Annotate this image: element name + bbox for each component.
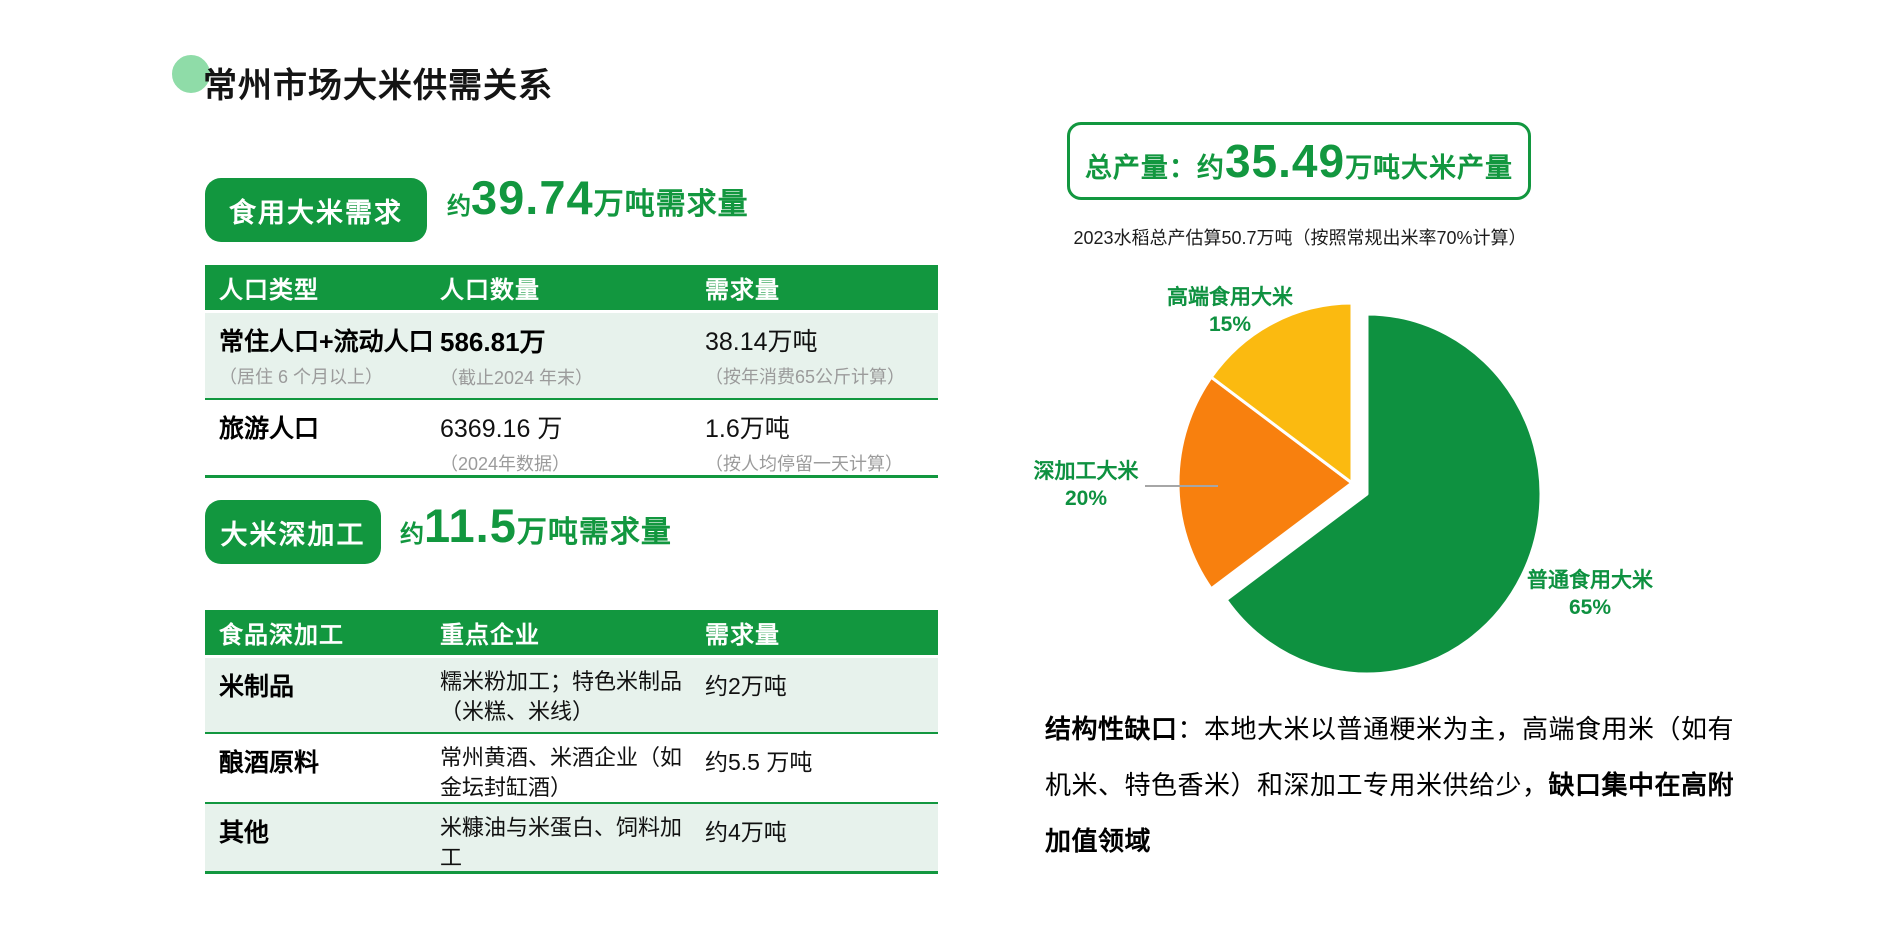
pie-leader-line — [1145, 485, 1218, 487]
enterprises: 米糠油与米蛋白、饲料加工 — [440, 815, 683, 870]
col-header-population-count: 人口数量 — [440, 277, 540, 304]
population-type-note: （居住 6 个月以上） — [219, 367, 384, 387]
col-header-demand: 需求量 — [705, 622, 780, 649]
table-header-row: 食品深加工 重点企业 需求量 — [205, 610, 938, 655]
col-header-category: 食品深加工 — [219, 622, 344, 649]
col-header-enterprises: 重点企业 — [440, 622, 540, 649]
gap-note-body: ：本地大米以普通粳米为主，高端食用米（如有机米、特色香米）和深加工专用米供给少， — [1045, 714, 1735, 800]
population-count: 6369.16 万 — [440, 415, 563, 443]
pie-slice-premium — [1209, 301, 1354, 485]
table-row: 米制品 糯米粉加工；特色米制品（米糕、米线） 约2万吨 — [205, 658, 938, 732]
col-header-demand: 需求量 — [705, 277, 780, 304]
structural-gap-note: 结构性缺口：本地大米以普通粳米为主，高端食用米（如有机米、特色香米）和深加工专用… — [1045, 701, 1735, 869]
deep-processing-table: 食品深加工 重点企业 需求量 米制品 糯米粉加工；特色米制品（米糕、米线） 约2… — [205, 610, 938, 874]
enterprises: 常州黄酒、米酒企业（如金坛封缸酒） — [440, 745, 683, 800]
demand-value: 约4万吨 — [705, 819, 787, 845]
demand-value-note: （按年消费65公斤计算） — [705, 367, 906, 387]
population-type: 常住人口+流动人口 — [219, 328, 434, 356]
pie-label-premium: 高端食用大米 15% — [1167, 286, 1293, 336]
approx-prefix: 约 — [400, 521, 424, 548]
pie-slice-processing — [1176, 375, 1354, 591]
population-count-note: （截止2024 年末） — [440, 368, 594, 388]
population-count: 586.81万 — [440, 327, 546, 357]
population-type: 旅游人口 — [219, 415, 320, 443]
enterprises: 糯米粉加工；特色米制品（米糕、米线） — [440, 669, 683, 724]
pie-slice-ordinary — [1224, 312, 1543, 676]
demand-amount-value: 39.74 — [471, 171, 594, 224]
category: 米制品 — [219, 673, 295, 701]
category: 酿酒原料 — [219, 749, 320, 777]
approx-prefix: 约 — [447, 193, 471, 220]
rice-structure-pie-chart: 高端食用大米 15% 深加工大米 20% 普通食用大米 65% — [1034, 280, 1680, 692]
total-output-box: 总产量：约 35.49 万吨大米产量 — [1067, 122, 1531, 200]
table-header-row: 人口类型 人口数量 需求量 — [205, 265, 938, 310]
deep-processing-amount: 约 11.5 万吨需求量 — [400, 498, 672, 553]
pie-label-ordinary: 普通食用大米 65% — [1527, 569, 1653, 619]
processing-amount-value: 11.5 — [424, 499, 517, 552]
edible-rice-demand-badge: 食用大米需求 — [205, 178, 427, 242]
demand-value: 约2万吨 — [705, 673, 787, 699]
population-count-note: （2024年数据） — [440, 454, 571, 474]
demand-value: 38.14万吨 — [705, 328, 818, 356]
demand-value: 约5.5 万吨 — [705, 749, 813, 775]
demand-amount-unit: 万吨需求量 — [593, 188, 749, 221]
gap-note-tail: 缺口集中在高附加值领域 — [1045, 770, 1735, 856]
total-output-suffix: 万吨大米产量 — [1345, 153, 1514, 183]
demand-value: 1.6万吨 — [705, 415, 790, 443]
total-output-prefix: 总产量：约 — [1084, 153, 1225, 183]
category: 其他 — [219, 819, 270, 847]
total-output-value: 35.49 — [1224, 135, 1346, 187]
page-title: 常州市场大米供需关系 — [203, 67, 553, 105]
deep-processing-badge: 大米深加工 — [205, 500, 381, 564]
pie-label-processing: 深加工大米 20% — [1033, 460, 1139, 510]
processing-amount-unit: 万吨需求量 — [516, 516, 672, 549]
edible-rice-demand-amount: 约 39.74 万吨需求量 — [447, 170, 749, 225]
col-header-population-type: 人口类型 — [219, 277, 319, 304]
table-row: 酿酒原料 常州黄酒、米酒企业（如金坛封缸酒） 约5.5 万吨 — [205, 732, 938, 802]
table-row: 其他 米糠油与米蛋白、饲料加工 约4万吨 — [205, 802, 938, 871]
gap-note-lead: 结构性缺口 — [1045, 714, 1178, 744]
pie-svg — [1176, 301, 1543, 676]
population-demand-table: 人口类型 人口数量 需求量 常住人口+流动人口 （居住 6 个月以上） 586.… — [205, 265, 938, 478]
title-ring-icon — [172, 55, 210, 93]
demand-value-note: （按人均停留一天计算） — [705, 454, 903, 474]
total-output-subtitle: 2023水稻总产估算50.7万吨（按照常规出米率70%计算） — [1073, 228, 1527, 248]
table-row: 常住人口+流动人口 （居住 6 个月以上） 586.81万 （截止2024 年末… — [205, 313, 938, 398]
table-row: 旅游人口 6369.16 万 （2024年数据） 1.6万吨 （按人均停留一天计… — [205, 398, 938, 475]
